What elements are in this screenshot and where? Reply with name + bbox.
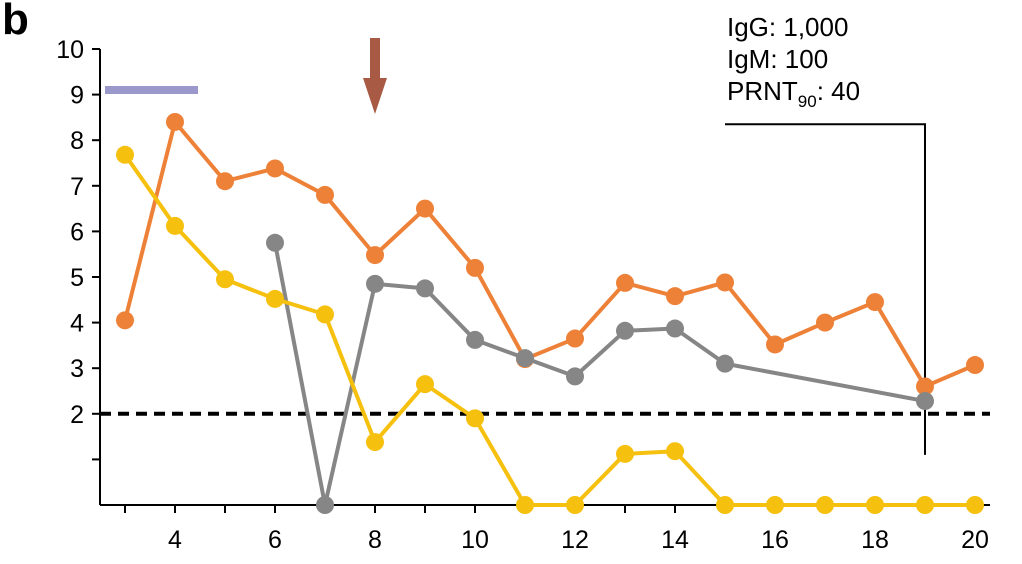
x-tick-label: 20	[961, 526, 989, 554]
data-point	[716, 496, 734, 514]
y-tick-label: 9	[70, 82, 84, 110]
x-tick-label: 18	[861, 526, 889, 554]
data-point	[366, 433, 384, 452]
x-tick-label: 6	[268, 526, 282, 554]
data-point	[416, 375, 434, 394]
x-tick-label: 14	[661, 526, 689, 554]
x-tick-label: 8	[368, 526, 382, 554]
arrow-head	[363, 78, 387, 114]
data-point	[266, 289, 284, 308]
data-point	[466, 330, 484, 349]
data-point	[466, 258, 484, 277]
y-tick-label: 3	[70, 355, 84, 383]
data-point	[816, 496, 834, 514]
y-tick-label: 6	[70, 218, 84, 246]
y-tick-label: 5	[70, 264, 84, 292]
y-tick-label: 7	[70, 173, 84, 201]
data-point	[666, 319, 684, 338]
data-point	[316, 305, 334, 324]
data-point	[116, 311, 134, 330]
data-point	[216, 172, 234, 191]
data-point	[916, 392, 934, 411]
data-point	[166, 112, 184, 131]
series-line	[123, 153, 975, 507]
arrow-shaft	[370, 38, 380, 80]
annotation-line: IgM: 100	[727, 44, 828, 74]
data-point	[466, 409, 484, 428]
x-tick-label: 16	[761, 526, 789, 554]
data-point	[666, 442, 684, 461]
data-point	[316, 496, 334, 514]
data-point	[666, 287, 684, 306]
data-point	[266, 233, 284, 252]
y-tick-label: 2	[70, 401, 84, 429]
panel-label: b	[2, 0, 29, 44]
data-point	[416, 199, 434, 218]
data-point	[166, 216, 184, 235]
annotations	[100, 38, 990, 455]
series-layer	[116, 112, 984, 514]
data-point	[216, 270, 234, 289]
data-point	[816, 313, 834, 332]
series-line	[123, 119, 976, 389]
annotation-line: PRNT90: 40	[727, 76, 860, 111]
axes: 2 3 4 5 6 7 8 9 10 4 6 8 10 12 14 16 18 20	[56, 36, 990, 554]
data-point	[116, 145, 134, 164]
data-point	[566, 496, 584, 514]
annotation-line: IgG: 1,000	[727, 12, 848, 42]
y-tick-label: 4	[70, 310, 84, 338]
data-point	[616, 273, 634, 292]
data-point	[966, 496, 984, 514]
data-point	[616, 321, 634, 340]
data-point	[566, 367, 584, 386]
data-point	[516, 496, 534, 514]
data-point	[616, 444, 634, 463]
data-point	[766, 496, 784, 514]
x-tick-label: 4	[168, 526, 182, 554]
data-point	[366, 274, 384, 293]
data-point	[416, 279, 434, 298]
data-point	[916, 496, 934, 514]
data-point	[566, 329, 584, 348]
data-point	[316, 185, 334, 204]
data-point	[966, 356, 984, 375]
data-point	[866, 293, 884, 312]
x-tick-label: 10	[461, 526, 489, 554]
y-tick-label: 8	[70, 127, 84, 155]
data-point	[716, 354, 734, 373]
y-tick-label: 10	[56, 36, 84, 64]
x-tick-label: 12	[561, 526, 589, 554]
data-point	[366, 246, 384, 265]
data-point	[716, 273, 734, 292]
data-point	[866, 496, 884, 514]
data-point	[516, 349, 534, 368]
annotation-bracket	[725, 123, 926, 455]
data-point	[266, 159, 284, 178]
data-point	[766, 335, 784, 354]
data-point	[916, 377, 934, 396]
